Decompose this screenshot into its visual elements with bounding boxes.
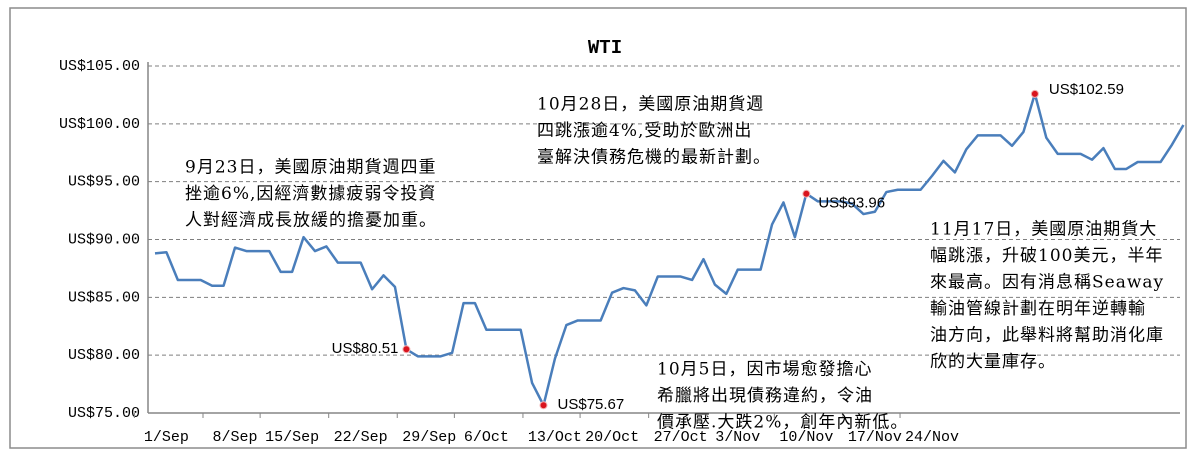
y-tick-label: US$95.00 bbox=[68, 174, 140, 191]
x-tick-label: 27/Oct bbox=[654, 429, 708, 446]
marker bbox=[1030, 89, 1039, 98]
annotation: 10月5日，因市場愈發擔心 bbox=[657, 360, 872, 380]
data-label: US$93.96 bbox=[818, 195, 885, 212]
x-tick-label: 8/Sep bbox=[212, 429, 257, 446]
x-tick-label: 22/Sep bbox=[334, 429, 388, 446]
marker bbox=[402, 345, 411, 354]
annotation: 挫逾6%,因經濟數據疲弱令投資 bbox=[185, 184, 436, 204]
y-tick-label: US$75.00 bbox=[68, 405, 140, 422]
x-tick-label: 13/Oct bbox=[528, 429, 582, 446]
x-tick-label: 17/Nov bbox=[848, 429, 902, 446]
y-tick-label: US$80.00 bbox=[68, 347, 140, 364]
y-tick-label: US$90.00 bbox=[68, 231, 140, 248]
annotation: 11月17日，美國原油期貨大 bbox=[930, 220, 1157, 240]
annotation: 欣的大量庫存。 bbox=[930, 352, 1056, 372]
chart-title: WTI bbox=[588, 37, 622, 59]
data-label: US$80.51 bbox=[332, 340, 399, 357]
x-tick-label: 10/Nov bbox=[779, 429, 833, 446]
annotation: 10月28日，美國原油期貨週 bbox=[537, 95, 764, 115]
data-label: US$102.59 bbox=[1049, 81, 1124, 98]
annotation: 來最高。因有消息稱Seaway bbox=[930, 273, 1164, 293]
y-tick-label: US$105.00 bbox=[59, 58, 140, 75]
x-tick-label: 29/Sep bbox=[402, 429, 456, 446]
annotation: 價承壓.大跌2%，創年內新低。 bbox=[657, 413, 908, 433]
annotation: 希臘將出現債務違約，令油 bbox=[657, 386, 873, 406]
annotation: 輸油管線計劃在明年逆轉輸 bbox=[930, 299, 1146, 319]
annotation: 臺解決債務危機的最新計劃。 bbox=[537, 148, 771, 168]
marker bbox=[539, 401, 548, 410]
x-tick-label: 6/Oct bbox=[464, 429, 509, 446]
chart-frame bbox=[9, 7, 1187, 449]
annotation: 油方向，此舉料將幫助消化庫 bbox=[930, 326, 1164, 346]
annotation: 四跳漲逾4%,受助於歐洲出 bbox=[537, 121, 752, 141]
y-tick-label: US$100.00 bbox=[59, 116, 140, 133]
x-tick-label: 15/Sep bbox=[265, 429, 319, 446]
annotation: 人對經濟成長放緩的擔憂加重。 bbox=[185, 211, 437, 231]
y-tick-label: US$85.00 bbox=[68, 289, 140, 306]
x-tick-label: 1/Sep bbox=[144, 429, 189, 446]
x-tick-label: 3/Nov bbox=[715, 429, 760, 446]
x-tick-label: 24/Nov bbox=[905, 429, 959, 446]
x-tick-label: 20/Oct bbox=[585, 429, 639, 446]
annotation: 9月23日，美國原油期貨週四重 bbox=[185, 158, 436, 178]
annotation: 幅跳漲，升破100美元，半年 bbox=[930, 246, 1163, 266]
line bbox=[154, 92, 1185, 407]
marker bbox=[802, 189, 811, 198]
data-label: US$75.67 bbox=[558, 396, 625, 413]
